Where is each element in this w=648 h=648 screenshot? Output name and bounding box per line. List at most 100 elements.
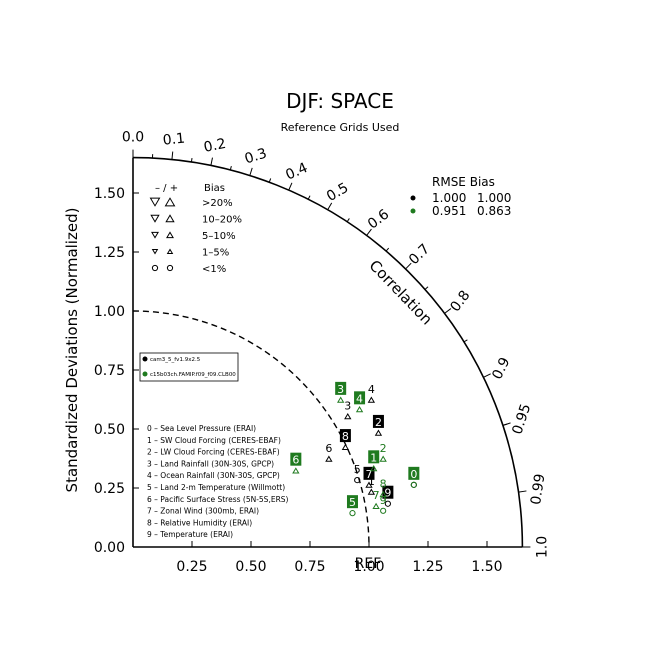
reference-std-arc <box>132 310 370 548</box>
data-label: 9 <box>380 494 387 507</box>
correlation-minor-tick <box>502 423 507 426</box>
bias-key-marker-pos <box>165 214 175 223</box>
data-label-box <box>339 429 351 443</box>
variable-list-item: 2 – LW Cloud Forcing (CERES-EBAF) <box>147 448 280 457</box>
data-label-box <box>368 450 380 464</box>
variable-list-item: 8 – Relative Humidity (ERAI) <box>147 518 252 527</box>
bias-key-marker-neg <box>151 248 159 255</box>
data-label: 2 <box>380 442 387 455</box>
data-label-box <box>290 452 302 466</box>
x-tick-label: 0.25 <box>176 559 207 575</box>
variable-list-item: 0 – Sea Level Pressure (ERAI) <box>147 424 256 433</box>
bias-key-label: 1–5% <box>202 248 229 259</box>
variable-list-item: 9 – Temperature (ERAI) <box>147 530 233 539</box>
correlation-minor-tick <box>268 178 272 183</box>
data-label-box <box>346 495 358 509</box>
data-marker <box>379 490 387 498</box>
correlation-minor-tick <box>346 218 350 223</box>
correlation-tick-label: 1.0 <box>534 536 550 558</box>
data-marker <box>292 467 300 474</box>
bias-key-marker-neg <box>151 231 159 239</box>
data-marker <box>349 510 356 517</box>
correlation-tick-label: 0.1 <box>162 131 186 149</box>
variable-list-item: 3 – Land Rainfall (30N-30S, GPCP) <box>147 459 274 468</box>
correlation-tick-label: 0.99 <box>528 473 548 506</box>
correlation-minor-tick <box>424 286 429 290</box>
variable-list-item: 1 – SW Cloud Forcing (CERES-EBAF) <box>147 436 281 445</box>
correlation-tick <box>249 167 253 176</box>
variable-list-item: 7 – Zonal Wind (300mb, ERAI) <box>147 507 259 516</box>
data-marker <box>367 488 376 495</box>
data-label: 9 <box>384 487 391 500</box>
bias-value: 1.000 <box>477 191 511 205</box>
correlation-minor-tick <box>190 157 193 163</box>
y-tick-label: 0.50 <box>94 422 125 438</box>
data-marker <box>365 481 373 488</box>
correlation-tick-label: 0.3 <box>243 145 269 167</box>
bias-key-marker-pos <box>166 248 174 255</box>
case-legend-dot <box>142 356 148 362</box>
x-tick-label: 0.50 <box>235 559 266 575</box>
data-marker <box>374 429 383 436</box>
y-tick-label: 0.75 <box>94 363 125 379</box>
rmse-bias-header: RMSE Bias <box>432 175 495 189</box>
correlation-tick-label: 0.8 <box>447 288 473 315</box>
correlation-tick <box>483 373 491 378</box>
data-label: 3 <box>344 399 351 412</box>
bias-key-marker-neg <box>151 264 159 272</box>
correlation-tick-label: 0.6 <box>365 206 392 232</box>
data-label-box <box>335 381 347 395</box>
bias-key-label: <1% <box>202 264 226 275</box>
data-label: 7 <box>366 468 373 481</box>
bias-key-label: >20% <box>202 198 233 209</box>
y-tick-label: 1.50 <box>94 186 125 202</box>
data-marker <box>337 396 345 403</box>
correlation-tick-label: 0.5 <box>324 180 351 205</box>
bias-key-marker-neg <box>149 197 161 207</box>
correlation-tick <box>171 151 174 160</box>
y-tick-label: 0.00 <box>94 540 125 556</box>
correlation-arc <box>132 156 524 548</box>
bias-key-marker-pos <box>166 264 174 272</box>
data-label: 3 <box>337 383 344 396</box>
case-legend-label: c15b03ch.FAMIP.f09_f09.CLB00 <box>150 372 236 378</box>
x-tick-label: 1.50 <box>471 559 502 575</box>
ref-label: REF <box>355 556 382 572</box>
data-marker <box>325 455 333 462</box>
data-label: 6 <box>325 442 332 455</box>
data-label: 0 <box>410 468 417 481</box>
data-marker <box>410 481 417 488</box>
data-label-box <box>372 414 384 428</box>
correlation-tick <box>405 262 412 270</box>
data-marker <box>370 464 378 472</box>
plot-area: 0.25 0.50 0.75 1.00 1.25 1.500.000.250.500.75… <box>94 130 551 575</box>
correlation-tick <box>444 308 452 314</box>
correlation-axis-label: Correlation <box>366 256 436 328</box>
data-marker <box>367 396 376 403</box>
bias-key-marker-neg <box>150 214 160 223</box>
data-label: 1 <box>368 475 375 488</box>
bias-key-marker-pos <box>164 197 176 207</box>
case-legend-box <box>139 352 239 382</box>
correlation-minor-tick <box>463 339 468 343</box>
chart-title: DJF: SPACE <box>286 89 394 113</box>
case-legend-label: cam3_5_fv1.9x2.5 <box>150 357 201 363</box>
data-label: 5 <box>349 496 356 509</box>
data-label-box <box>408 466 420 480</box>
correlation-tick <box>210 157 213 166</box>
x-tick-label: 0.75 <box>294 559 325 575</box>
data-marker <box>341 443 350 450</box>
variable-list-item: 5 – Land 2-m Temperature (Willmott) <box>147 483 285 492</box>
bias-key-marker-pos <box>166 231 174 239</box>
case-legend-dot <box>142 371 148 377</box>
bias-key-label: 10–20% <box>202 215 242 226</box>
rmse-value: 1.000 <box>432 191 466 205</box>
correlation-minor-tick <box>307 195 311 200</box>
rmse-value: 0.951 <box>432 204 466 218</box>
data-label-box <box>382 485 394 499</box>
data-label-box <box>354 391 366 405</box>
y-tick-label: 1.25 <box>94 245 125 261</box>
x-tick-label: 1.25 <box>412 559 443 575</box>
correlation-tick <box>366 228 372 236</box>
